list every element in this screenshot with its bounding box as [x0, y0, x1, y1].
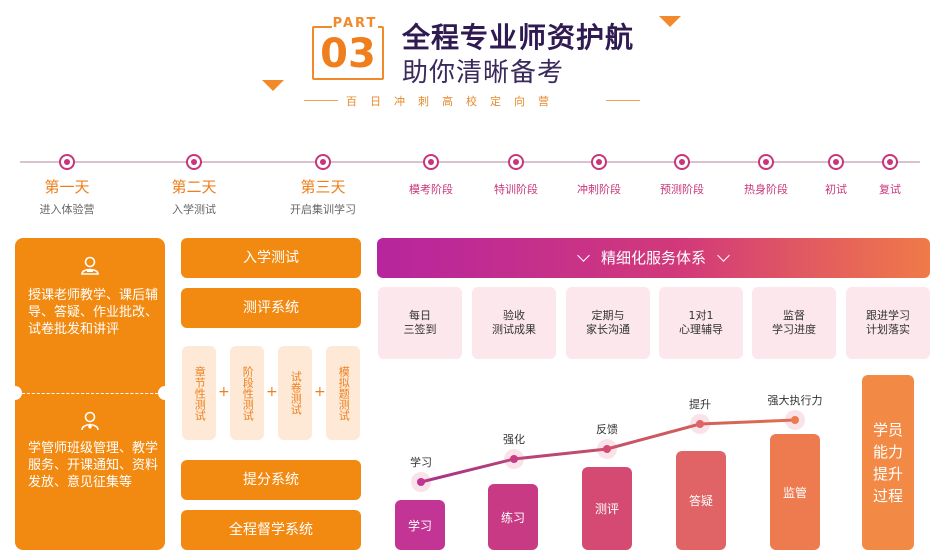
timeline-node: [315, 154, 331, 170]
progress-bar: 答疑: [676, 451, 726, 550]
progress-bar: 学习: [395, 500, 445, 550]
progress-point: [603, 445, 611, 453]
timeline-day-desc: 入学测试: [172, 203, 216, 216]
timeline-node: [186, 154, 202, 170]
part-number: 03: [320, 31, 376, 77]
progress-point: [510, 455, 518, 463]
timeline-node: [828, 154, 844, 170]
timeline-stage-label: 模考阶段: [409, 183, 453, 196]
supervision-system-block: 全程督学系统: [181, 510, 361, 550]
timeline-day-label: 第一天: [44, 178, 90, 196]
service-item: 监督 学习进度: [752, 287, 836, 359]
entrance-test-block: 入学测试: [181, 238, 361, 278]
progress-bar: 练习: [488, 484, 538, 550]
triangle-decor-icon: [262, 80, 284, 91]
final-summary: 学员能力提升过程: [862, 375, 914, 550]
timeline-stage-label: 热身阶段: [744, 183, 788, 196]
service-item: 跟进学习 计划落实: [846, 287, 930, 359]
subtitle-rule-left: [304, 100, 338, 101]
triangle-decor-icon: [659, 16, 681, 27]
manager-duties: 学管师班级管理、教学服务、开课通知、资料发放、意见征集等: [28, 441, 159, 490]
teacher-icon: [81, 256, 99, 275]
test-type: 模拟题测试: [326, 346, 360, 440]
service-item: 定期与 家长沟通: [566, 287, 650, 359]
timeline-day-desc: 进入体验营: [39, 203, 95, 216]
timeline-stage-label: 特训阶段: [494, 183, 538, 196]
progress-point-label: 学习: [410, 456, 432, 469]
progress-point-label: 反馈: [596, 423, 618, 436]
service-item: 验收 测试成果: [472, 287, 556, 359]
subtitle: 百日冲刺高校定向营: [346, 95, 562, 108]
progress-point-label: 强大执行力: [767, 394, 823, 407]
subtitle-rule-right: [606, 100, 640, 101]
service-item: 1对1 心理辅导: [659, 287, 743, 359]
plus-sign: +: [266, 384, 278, 400]
timeline-stage-label: 冲刺阶段: [577, 183, 621, 196]
timeline-day-desc: 开启集训学习: [290, 203, 356, 216]
service-system-header: 精细化服务体系: [377, 238, 930, 278]
progress-point: [696, 420, 704, 428]
timeline-stage-label: 预测阶段: [660, 183, 704, 196]
timeline-line: [20, 161, 920, 163]
timeline-node: [758, 154, 774, 170]
test-type: 试卷测试: [278, 346, 312, 440]
service-system-title: 精细化服务体系: [600, 249, 706, 267]
timeline-node: [423, 154, 439, 170]
card-divider: [22, 393, 158, 394]
progress-point: [417, 478, 425, 486]
service-item: 每日 三签到: [378, 287, 462, 359]
progress-bar: 测评: [582, 467, 632, 550]
teacher-duties: 授课老师教学、课后辅导、答疑、作业批改、试卷批发和讲评: [28, 288, 159, 337]
progress-point: [791, 416, 799, 424]
timeline-stage-label: 复试: [879, 183, 901, 196]
progress-bar: 监管: [770, 434, 820, 550]
timeline-node: [591, 154, 607, 170]
title-line1: 全程专业师资护航: [402, 21, 635, 54]
timeline-node: [674, 154, 690, 170]
evaluation-system-block: 测评系统: [181, 288, 361, 328]
plus-sign: +: [218, 384, 230, 400]
test-type: 章节性测试: [182, 346, 216, 440]
timeline-node: [882, 154, 898, 170]
timeline-node: [59, 154, 75, 170]
progress-point-label: 提升: [689, 398, 711, 411]
test-type: 阶段性测试: [230, 346, 264, 440]
plus-sign: +: [314, 384, 326, 400]
timeline-stage-label: 初试: [825, 183, 847, 196]
card-notch: [158, 386, 172, 400]
manager-icon: [81, 411, 99, 431]
part-word: PART: [332, 16, 378, 31]
progress-point-label: 强化: [503, 433, 525, 446]
title-line2: 助你清晰备考: [402, 58, 565, 88]
card-notch: [8, 386, 22, 400]
roles-card: [15, 238, 165, 550]
timeline-day-label: 第二天: [171, 178, 217, 196]
score-system-block: 提分系统: [181, 460, 361, 500]
timeline-day-label: 第三天: [300, 178, 346, 196]
timeline-node: [508, 154, 524, 170]
